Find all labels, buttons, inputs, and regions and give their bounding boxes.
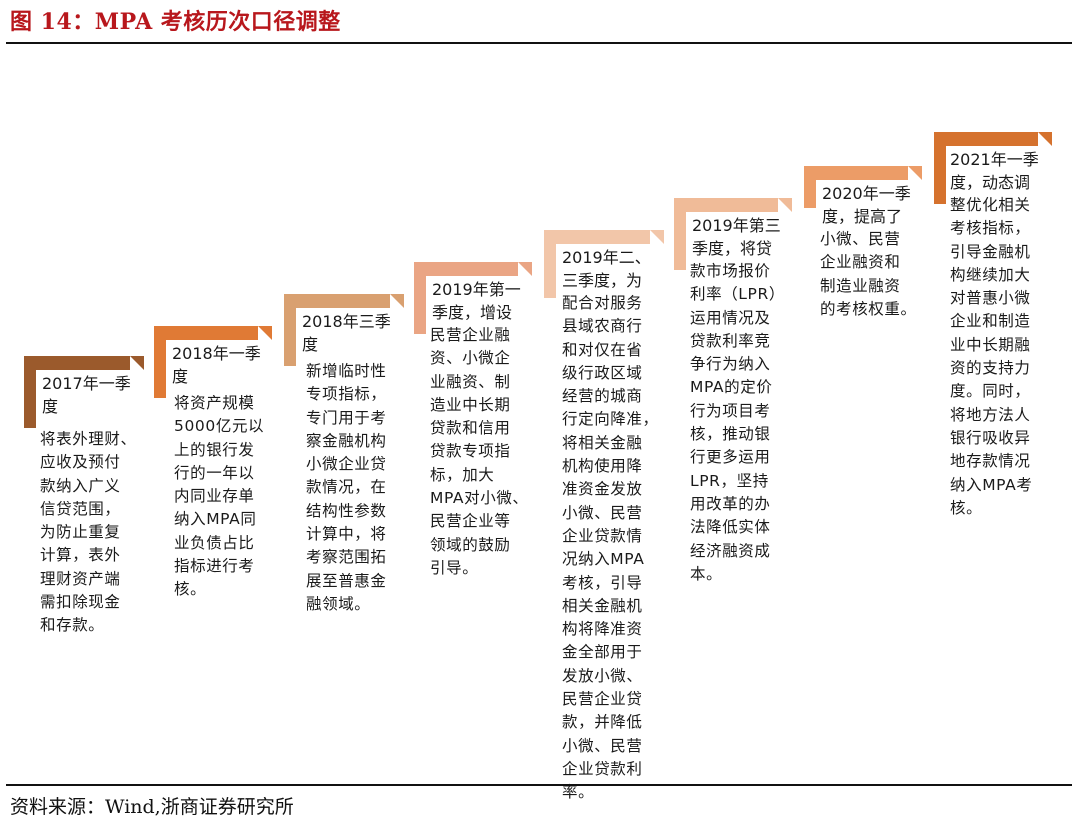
- step-description: 民营企业融 资、小微企 业融资、制 造业中长期 贷款和信用 贷款专项指 标，加大…: [430, 326, 529, 577]
- step-period-label: 2018年一季 度: [172, 344, 261, 386]
- step-description: 整优化相关 考核指标， 引导金融机 构继续加大 对普惠小微 企业和制造 业中长期…: [950, 196, 1033, 517]
- step-period-label: 2017年一季 度: [42, 374, 131, 416]
- step-bar-arrow-tip: [1038, 132, 1052, 146]
- step-stem: [24, 356, 36, 428]
- step-stem: [674, 198, 686, 270]
- step-description: 配合对服务 县域农商行 和对仅在省 级行政区域 经营的城商 行定向降准， 将相关…: [562, 294, 659, 802]
- step-stem: [934, 132, 946, 204]
- figure-title: 图 14：MPA 考核历次口径调整: [10, 9, 341, 35]
- step-period-label: 2018年三季 度: [302, 312, 391, 354]
- step-bar-arrow-tip: [908, 166, 922, 180]
- step-bar-arrow-tip: [650, 230, 664, 244]
- step-period-label: 2020年一季 度，提高了: [822, 184, 911, 226]
- step-period-label: 2019年第三 季度，将贷: [692, 216, 781, 258]
- step-period-label: 2021年一季 度，动态调: [950, 150, 1039, 192]
- step-bar: [674, 198, 778, 212]
- step-period-label: 2019年二、 三季度，为: [562, 248, 651, 290]
- step-description: 款市场报价 利率（LPR） 运用情况及 贷款利率竞 争行为纳入 MPA的定价 行…: [690, 262, 785, 583]
- source-note: 资料来源：Wind,浙商证券研究所: [10, 796, 294, 818]
- step-bar-arrow-tip: [778, 198, 792, 212]
- step-bar: [544, 230, 650, 244]
- step-bar-arrow-tip: [130, 356, 144, 370]
- step-stem: [804, 166, 816, 208]
- step-stem: [414, 262, 426, 334]
- top-rule: [6, 42, 1072, 44]
- step-period-label: 2019年第一 季度，增设: [432, 280, 521, 322]
- step-stem: [284, 294, 296, 366]
- step-description: 将表外理财、 应收及预付 款纳入广义 信贷范围， 为防止重复 计算，表外 理财资…: [40, 430, 137, 635]
- bottom-rule: [6, 784, 1072, 786]
- step-bar: [804, 166, 908, 180]
- step-description: 小微、民营 企业融资和 制造业融资 的考核权重。: [820, 230, 917, 318]
- step-bar-arrow-tip: [390, 294, 404, 308]
- step-bar-arrow-tip: [258, 326, 272, 340]
- step-bar: [284, 294, 390, 308]
- step-stem: [154, 326, 166, 398]
- step-bar-arrow-tip: [518, 262, 532, 276]
- step-bar: [24, 356, 130, 370]
- step-stem: [544, 230, 556, 298]
- step-bar: [934, 132, 1038, 146]
- step-bar: [414, 262, 518, 276]
- step-bar: [154, 326, 258, 340]
- step-description: 新增临时性 专项指标， 专门用于考 察金融机构 小微企业贷 款情况，在 结构性参…: [306, 362, 387, 613]
- step-description: 将资产规模 5000亿元以 上的银行发 行的一年以 内同业存单 纳入MPA同 业…: [174, 394, 265, 599]
